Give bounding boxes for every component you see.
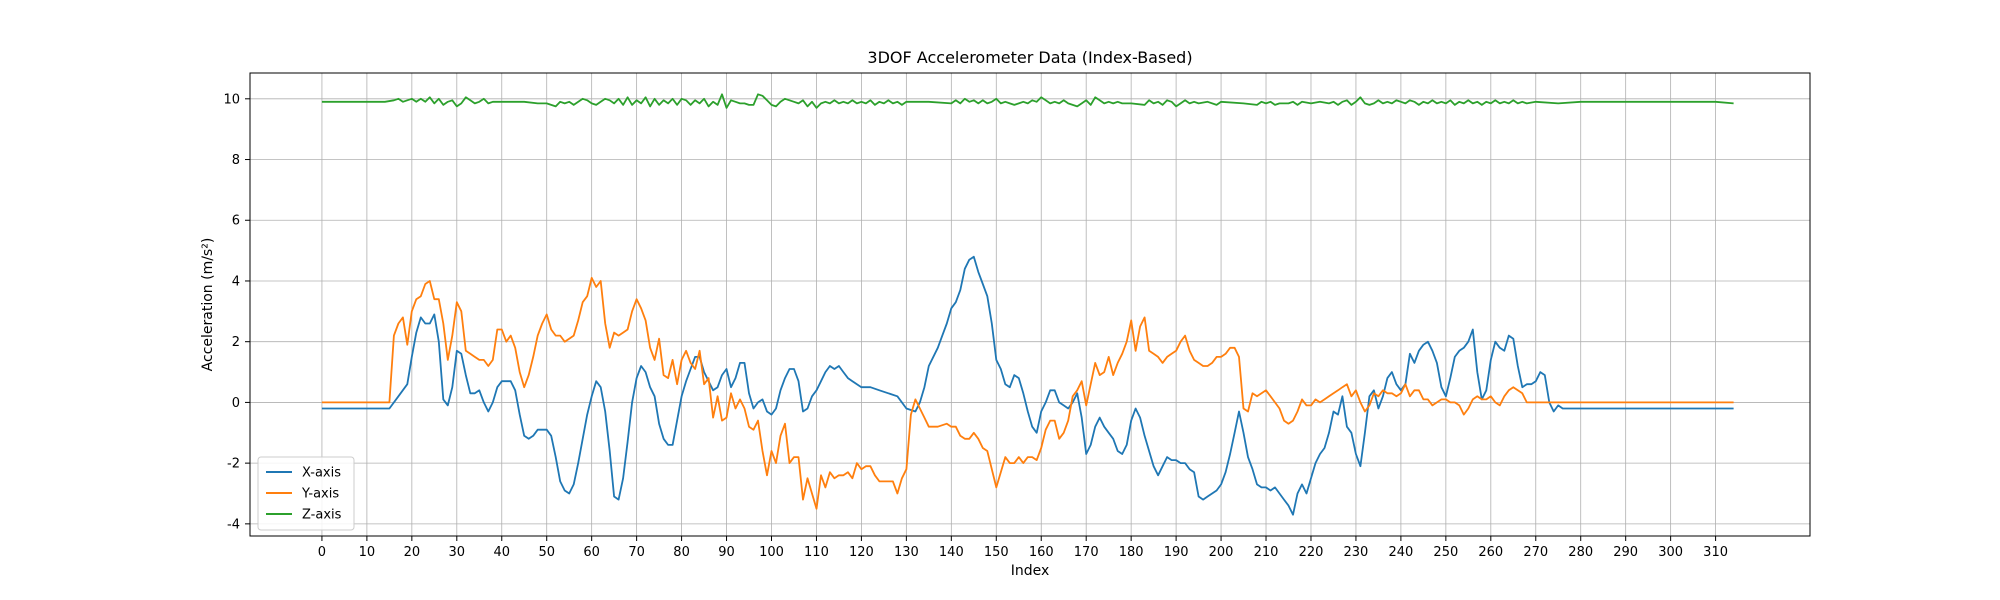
- x-tick-label: 270: [1523, 545, 1548, 560]
- x-tick-label: 10: [359, 545, 376, 560]
- legend-box: [257, 456, 355, 531]
- legend-label: X-axis: [302, 466, 341, 481]
- x-tick-label: 130: [894, 545, 919, 560]
- x-tick-label: 190: [1164, 545, 1189, 560]
- x-tick-label: 140: [939, 545, 964, 560]
- x-axis-ticks: 0 10 20 30 40 50 60 70 80 90 100 110 120 130 140 150 160…: [318, 536, 1728, 560]
- x-tick-label: 170: [1074, 545, 1099, 560]
- x-tick-label: 310: [1703, 545, 1728, 560]
- x-tick-label: 160: [1029, 545, 1054, 560]
- y-tick-label: -4: [227, 517, 240, 532]
- series-line-x-axis: [321, 255, 1734, 516]
- x-tick-label: 70: [628, 545, 645, 560]
- x-tick-label: 80: [673, 545, 690, 560]
- x-tick-label: 0: [318, 545, 326, 560]
- legend-label: Z-axis: [302, 508, 342, 523]
- x-tick-label: 180: [1119, 545, 1144, 560]
- series-line-y-axis: [321, 276, 1734, 510]
- x-tick-label: 220: [1299, 545, 1324, 560]
- y-tick-label: 10: [223, 92, 240, 107]
- x-tick-label: 230: [1344, 545, 1369, 560]
- x-tick-label: 260: [1478, 545, 1503, 560]
- legend: X-axis Y-axis Z-axis: [257, 456, 355, 531]
- chart-title: 3DOF Accelerometer Data (Index-Based): [867, 48, 1192, 67]
- x-tick-label: 300: [1658, 545, 1683, 560]
- y-tick-label: -2: [227, 457, 240, 472]
- x-tick-label: 40: [493, 545, 510, 560]
- legend-label: Y-axis: [301, 487, 339, 502]
- x-tick-label: 120: [849, 545, 874, 560]
- x-tick-label: 200: [1209, 545, 1234, 560]
- x-tick-label: 290: [1613, 545, 1638, 560]
- x-tick-label: 210: [1254, 545, 1279, 560]
- x-tick-label: 240: [1388, 545, 1413, 560]
- x-tick-label: 100: [759, 545, 784, 560]
- x-tick-label: 110: [804, 545, 829, 560]
- x-tick-label: 50: [538, 545, 555, 560]
- x-tick-label: 150: [984, 545, 1009, 560]
- x-tick-label: 60: [583, 545, 600, 560]
- x-tick-label: 30: [449, 545, 466, 560]
- y-tick-label: 0: [232, 396, 240, 411]
- series-lines: [321, 93, 1734, 516]
- y-tick-label: 8: [232, 153, 240, 168]
- y-axis-ticks: -4 -2 0 2 4 6 8 10: [223, 92, 250, 532]
- x-axis-label: Index: [1011, 563, 1050, 579]
- y-tick-label: 4: [232, 274, 240, 289]
- x-tick-label: 250: [1433, 545, 1458, 560]
- series-line-z-axis: [321, 93, 1734, 109]
- x-tick-label: 90: [718, 545, 735, 560]
- x-tick-label: 20: [404, 545, 421, 560]
- x-tick-label: 280: [1568, 545, 1593, 560]
- y-tick-label: 6: [232, 214, 240, 229]
- y-axis-label: Acceleration (m/s²): [200, 238, 216, 372]
- y-tick-label: 2: [232, 335, 240, 350]
- plot-area-frame: [249, 72, 1811, 537]
